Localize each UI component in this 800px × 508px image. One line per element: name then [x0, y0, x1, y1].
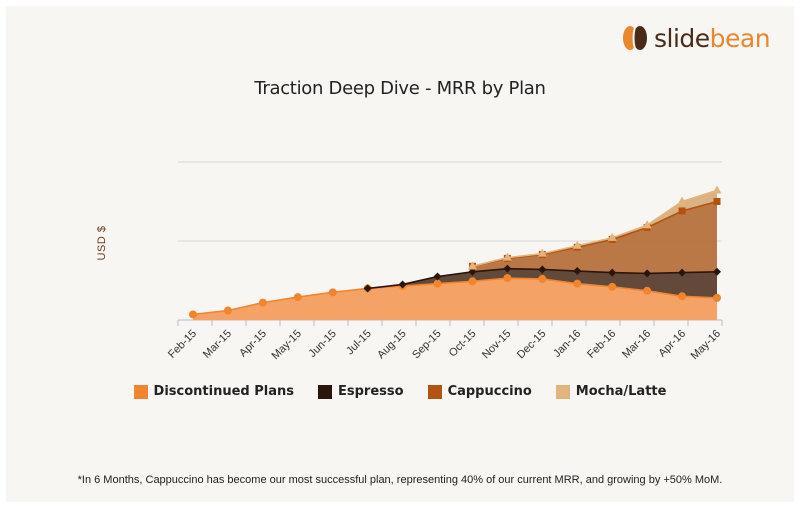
line-discontinued-plans	[192, 277, 718, 316]
legend-swatch	[427, 384, 442, 399]
x-tick-label: Jul-15	[344, 328, 374, 358]
point-mocha-latte	[467, 261, 477, 270]
x-tick-label: Mar-16	[620, 328, 653, 361]
point-discontinued-plans	[538, 274, 547, 283]
x-tick-label: Feb-15	[166, 328, 199, 361]
point-discontinued-plans	[328, 288, 337, 297]
legend-item-espresso[interactable]: Espresso	[318, 384, 404, 399]
point-mocha-latte	[712, 185, 722, 194]
point-cappuccino	[678, 207, 686, 215]
point-discontinued-plans	[258, 298, 267, 307]
point-mocha-latte	[677, 196, 687, 205]
x-tick-label: Feb-16	[585, 328, 618, 361]
point-espresso	[433, 272, 442, 281]
x-tick-label: May-16	[689, 328, 723, 362]
x-tick-label: Apr-16	[656, 328, 688, 360]
x-tick-label: Mar-15	[201, 328, 234, 361]
point-discontinued-plans	[678, 292, 687, 301]
x-tick-label: Apr-15	[237, 328, 269, 360]
point-espresso	[398, 280, 407, 289]
chart-title: Traction Deep Dive - MRR by Plan	[254, 78, 546, 99]
x-tick-label: Nov-15	[480, 328, 514, 362]
x-tick-label: Jun-15	[307, 328, 339, 360]
point-espresso	[573, 267, 582, 276]
point-discontinued-plans	[503, 274, 512, 283]
legend-item-mocha-latte[interactable]: Mocha/Latte	[555, 384, 667, 399]
brand-logo: slidebean	[622, 22, 771, 54]
legend-swatch	[133, 384, 148, 399]
point-discontinued-plans	[189, 310, 197, 319]
legend-label: Cappuccino	[447, 384, 532, 399]
point-discontinued-plans	[713, 293, 721, 302]
point-discontinued-plans	[573, 279, 582, 288]
area-discontinued-plans	[193, 278, 717, 320]
point-mocha-latte	[537, 248, 547, 257]
point-espresso	[468, 267, 477, 276]
point-discontinued-plans	[433, 279, 442, 288]
point-discontinued-plans	[468, 277, 477, 286]
point-espresso	[363, 284, 372, 293]
point-mocha-latte	[607, 232, 617, 241]
point-discontinued-plans	[293, 293, 302, 302]
legend-item-cappuccino[interactable]: Cappuccino	[427, 384, 532, 399]
legend-label: Espresso	[338, 384, 404, 399]
point-mocha-latte	[572, 240, 582, 249]
legend-item-discontinued-plans[interactable]: Discontinued Plans	[133, 384, 294, 399]
x-tick-label: Dec-15	[515, 328, 549, 362]
mrr-area-chart: Feb-15 Mar-15 Apr-15 May-15 Jun-15 Jul-15 Aug-…	[166, 161, 723, 362]
legend-swatch	[318, 384, 332, 399]
x-tick-label: May-15	[269, 328, 303, 362]
point-discontinued-plans	[608, 282, 617, 291]
point-espresso	[713, 267, 721, 276]
point-espresso	[503, 264, 512, 273]
chart-legend: Discontinued Plans Espresso Cappuccino Moch…	[0, 384, 800, 399]
x-tick-label: Sep-15	[410, 328, 444, 362]
point-discontinued-plans	[643, 286, 652, 295]
point-cappuccino	[713, 198, 721, 205]
x-tick-label: Jan-16	[551, 328, 583, 360]
brand-wordmark: slidebean	[654, 23, 771, 53]
point-mocha-latte	[642, 220, 652, 229]
legend-label: Mocha/Latte	[575, 384, 667, 399]
point-discontinued-plans	[223, 306, 232, 315]
legend-label: Discontinued Plans	[153, 384, 294, 399]
point-espresso	[608, 268, 617, 277]
footnote: *In 6 Months, Cappuccino has become our …	[77, 474, 723, 486]
x-tick-label: Aug-15	[375, 328, 409, 362]
bean-icon	[623, 26, 647, 50]
point-espresso	[678, 268, 687, 277]
x-tick-label: Oct-15	[447, 328, 479, 360]
point-espresso	[643, 269, 652, 278]
legend-swatch	[555, 384, 570, 399]
line-mocha-latte	[472, 189, 718, 268]
point-mocha-latte	[502, 252, 512, 261]
point-espresso	[538, 265, 547, 274]
area-espresso	[367, 268, 717, 298]
